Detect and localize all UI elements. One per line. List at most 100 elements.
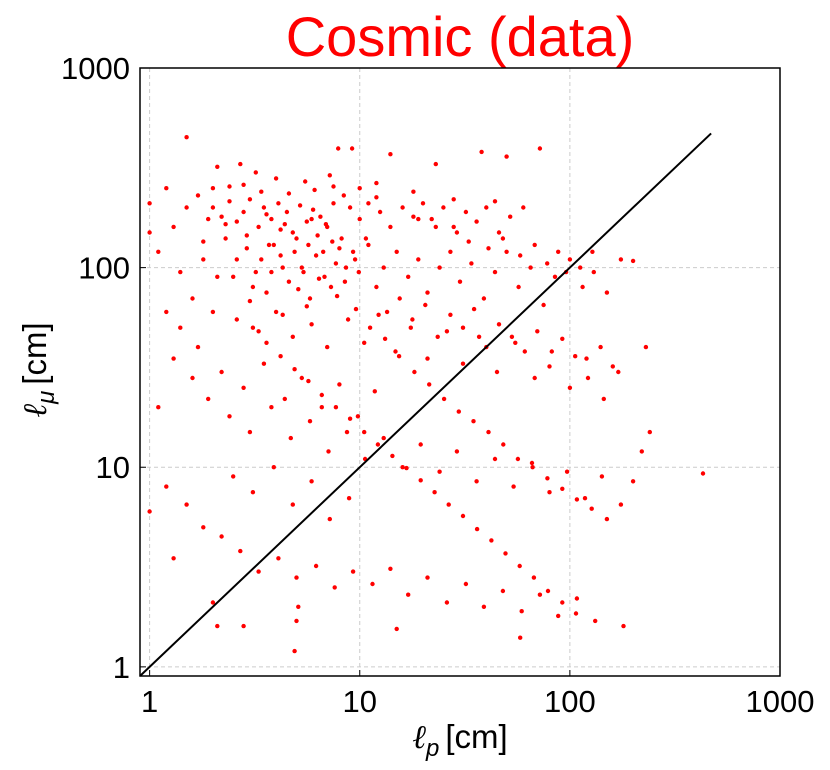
scatter-point [355,414,361,419]
y-axis-symbol: ℓ [15,404,54,418]
scatter-point [590,249,595,254]
scatter-point [437,265,442,270]
scatter-point [388,152,393,157]
scatter-point [357,216,362,222]
scatter-point [231,474,236,479]
scatter-point [618,257,624,262]
scatter-point [327,516,332,522]
scatter-point [330,239,335,244]
scatter-point [206,396,211,402]
scatter-point [164,186,169,191]
scatter-point [269,405,274,410]
scatter-point [294,618,299,624]
scatter-point [500,236,506,241]
scatter-point [307,419,313,424]
scatter-point [433,224,438,230]
scatter-point [396,354,402,359]
scatter-point [604,290,610,295]
scatter-point [234,317,239,322]
scatter-point [219,369,224,375]
scatter-point [591,269,596,275]
scatter-point [573,611,579,616]
y-axis-subscript: μ [33,391,60,405]
scatter-point [219,534,224,539]
scatter-point [333,405,339,410]
scatter-point [518,253,523,258]
scatter-point [210,205,216,210]
scatter-point [273,309,279,315]
scatter-point [339,236,344,241]
scatter-point [584,356,589,361]
scatter-point [312,187,317,193]
scatter-point [337,382,342,387]
scatter-point [171,356,176,361]
scatter-point [306,378,311,384]
scatter-point [215,274,220,279]
data-points [147,135,706,654]
scatter-point [241,182,246,187]
scatter-point [350,249,356,254]
scatter-point [290,334,295,339]
scatter-point [292,648,297,654]
scatter-point [537,592,543,597]
scatter-point [264,290,269,295]
scatter-point [264,212,269,217]
scatter-point [323,222,329,227]
scatter-point [316,276,322,281]
scatter-point [273,176,279,181]
scatter-point [256,569,261,574]
scatter-point [416,257,421,262]
scatter-point [332,585,337,590]
scatter-point [319,392,324,398]
scatter-point [515,456,521,462]
x-axis-symbol: ℓ [412,717,426,756]
scatter-point [531,575,537,580]
scatter-point [280,312,285,317]
scatter-point [278,227,283,232]
scatter-point [178,325,183,330]
scatter-point [223,222,228,227]
scatter-point [469,261,474,266]
scatter-point [294,575,299,580]
scatter-point [299,375,304,381]
scatter-point [276,201,281,206]
scatter-point [463,209,469,215]
scatter-point [280,265,285,270]
x-axis-unit: [cm] [445,718,507,755]
scatter-point [294,236,299,241]
scatter-point [621,623,626,629]
scatter-point [377,209,383,215]
scatter-point [250,490,256,495]
scatter-point [282,396,287,402]
scatter-point [437,469,442,474]
scatter-point [327,173,332,178]
scatter-point [441,205,446,210]
scatter-point [460,361,466,366]
scatter-point [425,356,430,361]
scatter-point [292,249,297,254]
scatter-point [647,429,652,435]
scatter-point [410,317,415,322]
scatter-point [425,575,430,580]
scatter-point [356,269,361,275]
scatter-point [352,257,358,262]
scatter-point [201,525,206,530]
scatter-point [425,290,430,295]
scatter-point [284,209,290,215]
scatter-point [303,179,308,184]
scatter-point [307,296,313,301]
scatter-point [370,581,375,587]
scatter-point [441,396,447,402]
scatter-point [321,249,326,254]
scatter-point [178,269,183,275]
scatter-point [541,302,546,308]
scatter-point [388,566,393,571]
scatter-point [460,513,466,519]
scatter-point [454,230,460,235]
scatter-point [345,317,351,322]
scatter-point [393,349,398,354]
scatter-point [271,465,276,470]
scatter-point [343,265,349,270]
scatter-point [486,246,491,251]
scatter-point [420,201,426,206]
